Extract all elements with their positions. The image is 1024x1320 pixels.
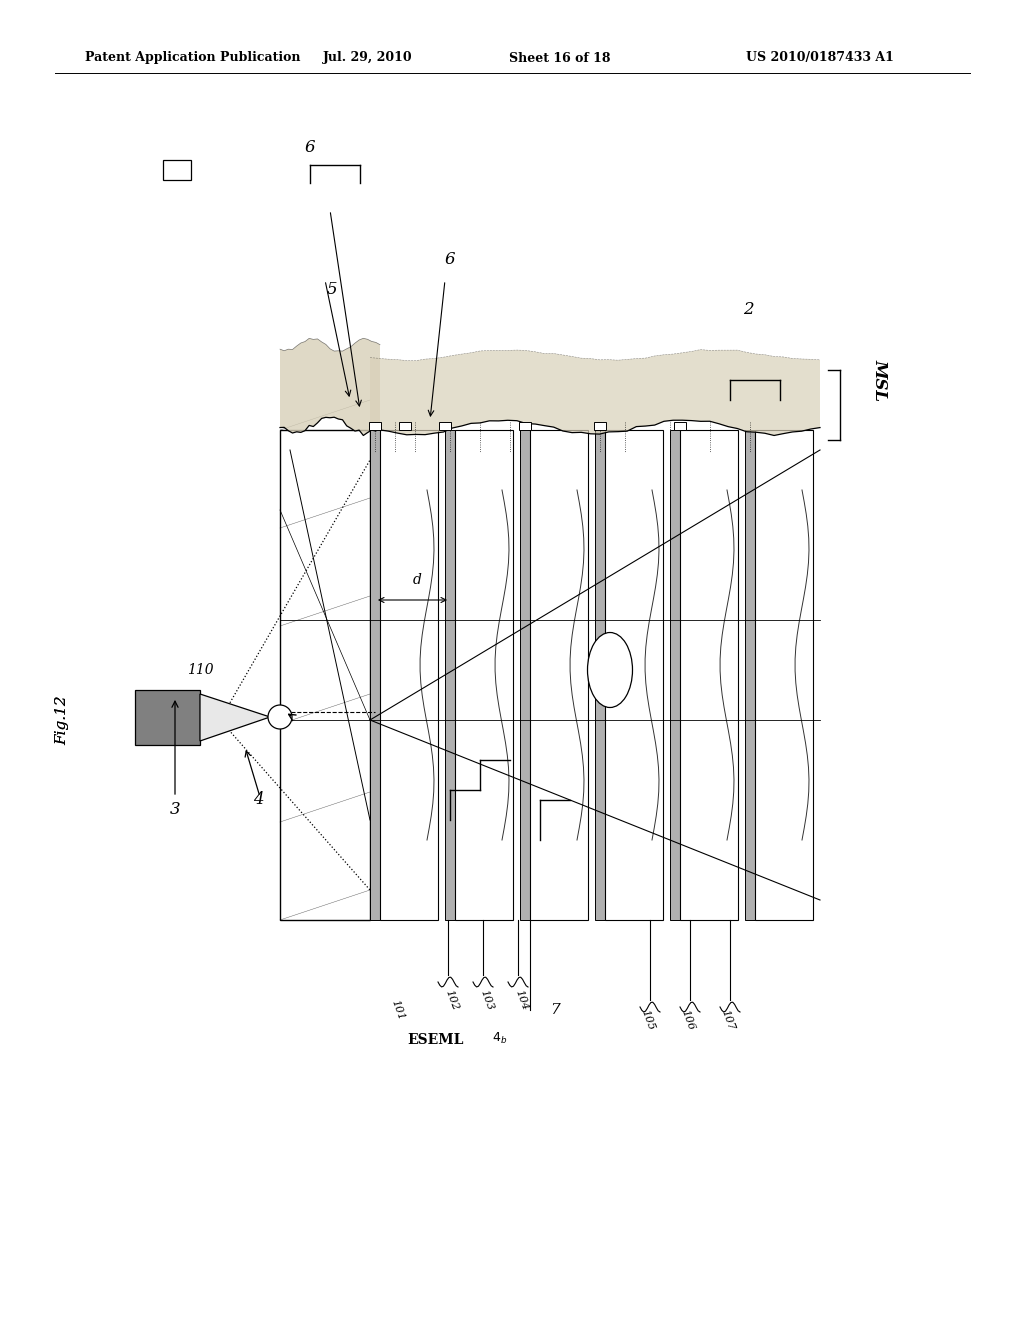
Polygon shape [755,430,813,920]
Polygon shape [605,430,663,920]
Text: 104: 104 [514,989,530,1011]
Text: 3: 3 [170,801,180,818]
Polygon shape [445,430,455,920]
Text: 5: 5 [327,281,337,298]
FancyBboxPatch shape [519,422,531,430]
Text: 101: 101 [390,998,407,1022]
Text: 6: 6 [305,140,315,157]
FancyBboxPatch shape [594,422,606,430]
Polygon shape [280,430,370,920]
FancyBboxPatch shape [674,422,686,430]
Polygon shape [520,430,530,920]
Text: 110: 110 [186,663,213,677]
Text: 103: 103 [478,989,496,1011]
Text: Fig.12: Fig.12 [55,696,69,744]
Polygon shape [745,430,755,920]
FancyBboxPatch shape [439,422,451,430]
Text: 106: 106 [680,1008,696,1032]
Polygon shape [670,430,680,920]
Polygon shape [380,430,438,920]
Text: Sheet 16 of 18: Sheet 16 of 18 [509,51,610,65]
Text: d: d [413,573,422,587]
FancyBboxPatch shape [399,422,411,430]
Text: 102: 102 [443,989,461,1011]
Polygon shape [200,694,270,741]
Polygon shape [595,430,605,920]
Text: 7: 7 [550,1003,560,1016]
Polygon shape [680,430,738,920]
Polygon shape [370,350,820,436]
Text: 105: 105 [640,1008,656,1032]
Text: Jul. 29, 2010: Jul. 29, 2010 [324,51,413,65]
Text: $\mathit{4}_b$: $\mathit{4}_b$ [493,1031,508,1045]
Text: 2: 2 [742,301,754,318]
Polygon shape [135,690,200,744]
Circle shape [268,705,292,729]
Polygon shape [280,338,380,436]
FancyBboxPatch shape [163,160,191,180]
Polygon shape [530,430,588,920]
Text: US 2010/0187433 A1: US 2010/0187433 A1 [746,51,894,65]
Text: MSL: MSL [871,359,889,401]
FancyBboxPatch shape [369,422,381,430]
Text: Fig.12: Fig.12 [55,696,69,744]
Text: 6: 6 [444,252,456,268]
Polygon shape [455,430,513,920]
Text: 4: 4 [253,792,263,808]
Text: Patent Application Publication: Patent Application Publication [85,51,300,65]
Text: 107: 107 [720,1008,736,1032]
Text: ESEML: ESEML [407,1034,463,1047]
Ellipse shape [588,632,633,708]
Polygon shape [370,430,380,920]
